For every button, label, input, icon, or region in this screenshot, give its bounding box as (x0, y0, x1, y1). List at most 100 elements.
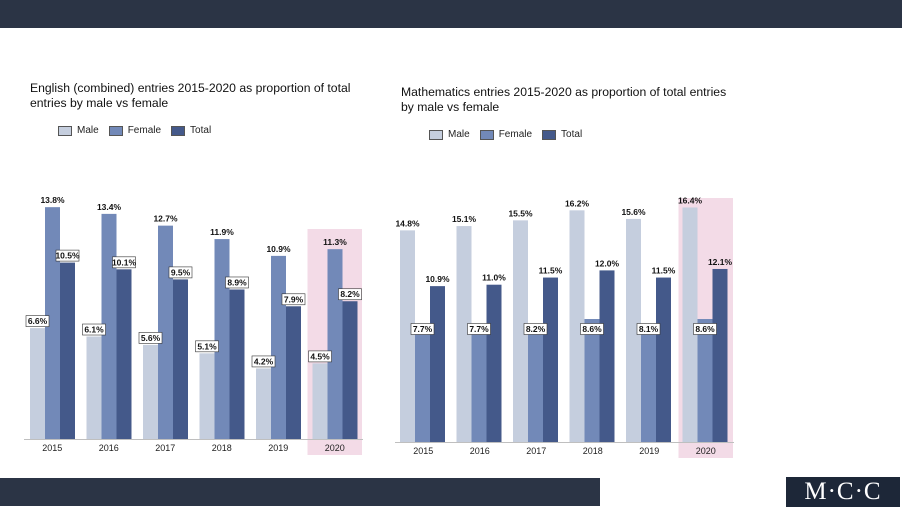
legend-item-female: Female (108, 125, 162, 136)
data-label-female-2020: 11.3% (323, 237, 347, 247)
data-label-male-2019: 15.6% (621, 207, 646, 217)
data-label-female-2016: 7.7% (469, 324, 489, 334)
bar-female-2015 (45, 207, 60, 439)
data-label-total-2015: 10.9% (425, 274, 450, 284)
bar-male-2018 (199, 353, 215, 439)
data-label-male-2015: 6.6% (28, 316, 48, 326)
legend-label-total: Total (561, 129, 583, 140)
bar-total-2018 (229, 289, 245, 439)
data-label-box-total-2015 (55, 249, 80, 262)
x-tick-label-2016: 2016 (470, 446, 490, 456)
bar-total-2016 (486, 284, 502, 442)
bar-total-2016 (116, 269, 132, 439)
bar-female-2018 (584, 319, 600, 442)
legend-label-total: Total (190, 125, 212, 136)
data-label-box-male-2015 (25, 315, 50, 327)
data-label-box-total-2020 (338, 288, 362, 301)
data-label-box-female-2017 (523, 323, 548, 335)
data-label-total-2016: 11.0% (482, 273, 506, 283)
bar-total-2015 (430, 286, 445, 442)
data-label-male-2018: 5.1% (197, 341, 217, 351)
bar-male-2015 (30, 328, 45, 439)
data-label-female-2019: 8.1% (639, 324, 659, 334)
bar-total-2015 (60, 262, 75, 439)
bar-female-2017 (528, 324, 543, 442)
data-label-total-2016: 10.1% (112, 257, 137, 267)
data-label-box-female-2015 (410, 323, 435, 335)
bar-female-2016 (101, 213, 117, 439)
english-chart-legend: Male Female Total (58, 125, 221, 136)
bar-total-2017 (173, 279, 188, 439)
bar-total-2019 (656, 277, 671, 442)
x-tick-label-2019: 2019 (268, 443, 288, 453)
data-label-male-2016: 6.1% (84, 325, 104, 335)
x-tick-label-2019: 2019 (639, 446, 659, 456)
legend-label-female: Female (498, 129, 533, 140)
data-label-total-2015: 10.5% (55, 251, 80, 261)
data-label-box-male-2016 (82, 323, 106, 336)
mcc-logo: M·C·C (786, 477, 900, 507)
bar-female-2017 (158, 225, 173, 439)
data-label-female-2015: 7.7% (413, 324, 433, 334)
legend-item-total: Total (542, 129, 582, 140)
x-tick-label-2018: 2018 (212, 443, 232, 453)
bar-male-2017 (143, 344, 158, 439)
bar-total-2017 (543, 277, 558, 442)
top-banner (0, 0, 902, 28)
bar-female-2015 (415, 331, 430, 442)
bar-male-2015 (400, 230, 415, 442)
legend-swatch-total (542, 129, 557, 140)
legend-item-male: Male (58, 125, 99, 136)
data-label-male-2020: 16.4% (678, 195, 703, 205)
legend-item-male: Male (429, 129, 470, 140)
data-label-female-2018: 11.9% (210, 227, 234, 237)
data-label-box-male-2018 (195, 340, 219, 353)
data-label-box-total-2016 (112, 256, 136, 269)
data-label-total-2020: 12.1% (708, 257, 733, 267)
data-label-total-2017: 11.5% (539, 266, 563, 276)
data-label-box-total-2019 (281, 293, 306, 306)
legend-swatch-male (429, 129, 443, 140)
data-label-total-2017: 9.5% (171, 267, 191, 277)
math-chart-legend: Male Female Total (429, 129, 592, 140)
bar-female-2018 (214, 239, 230, 439)
data-label-box-total-2018 (225, 276, 249, 289)
x-tick-label-2015: 2015 (42, 443, 62, 453)
data-label-female-2018: 8.6% (582, 324, 602, 334)
legend-item-female: Female (479, 129, 533, 140)
x-tick-label-2020: 2020 (325, 443, 345, 453)
data-label-box-total-2017 (168, 266, 193, 279)
data-label-male-2017: 5.6% (141, 333, 161, 343)
data-label-total-2019: 7.9% (284, 294, 304, 304)
legend-label-male: Male (448, 129, 470, 140)
data-label-female-2020: 8.6% (695, 324, 715, 334)
data-label-female-2016: 13.4% (97, 202, 122, 212)
data-label-male-2016: 15.1% (452, 214, 477, 224)
x-tick-label-2017: 2017 (155, 443, 175, 453)
data-label-total-2020: 8.2% (340, 289, 360, 299)
data-label-box-female-2016 (467, 323, 491, 335)
data-label-box-female-2018 (580, 323, 604, 335)
x-tick-label-2020: 2020 (696, 446, 716, 456)
data-label-box-male-2017 (138, 332, 163, 344)
data-label-male-2018: 16.2% (565, 198, 590, 208)
math-chart-title: Mathematics entries 2015-2020 as proport… (401, 85, 727, 114)
data-label-box-male-2020 (308, 350, 332, 363)
bar-male-2017 (513, 220, 528, 442)
data-label-male-2017: 15.5% (508, 208, 533, 218)
data-label-female-2019: 10.9% (266, 244, 291, 254)
bar-female-2019 (641, 326, 656, 442)
data-label-box-female-2019 (636, 323, 661, 335)
bar-male-2019 (626, 218, 641, 442)
bottom-banner (0, 478, 600, 506)
legend-label-female: Female (127, 125, 162, 136)
data-label-male-2019: 4.2% (254, 356, 274, 366)
bar-male-2016 (86, 336, 102, 439)
bar-female-2020 (697, 319, 713, 442)
x-tick-label-2015: 2015 (413, 446, 433, 456)
bar-total-2019 (286, 306, 301, 439)
data-label-box-female-2020 (693, 323, 717, 335)
legend-item-total: Total (171, 125, 211, 136)
